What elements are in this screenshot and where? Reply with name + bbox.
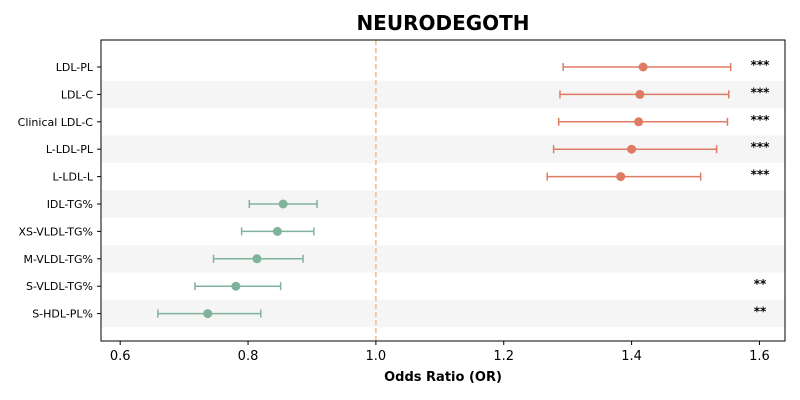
forest-row: *** bbox=[552, 140, 771, 154]
significance-label: *** bbox=[751, 168, 771, 182]
significance-label: *** bbox=[751, 140, 771, 154]
or-point bbox=[203, 309, 213, 319]
or-point bbox=[627, 144, 637, 154]
x-axis-title: Odds Ratio (OR) bbox=[384, 370, 502, 385]
or-point bbox=[252, 254, 262, 264]
y-axis: LDL-PL LDL-C Clinical LDL-C L-LDL-PL L-LDL-L… bbox=[18, 61, 101, 321]
row-label: IDL-TG% bbox=[47, 198, 93, 211]
forest-row: *** bbox=[557, 113, 771, 127]
row-label: LDL-PL bbox=[56, 61, 94, 74]
x-tick-label: 1.2 bbox=[493, 349, 514, 364]
forest-row bbox=[240, 226, 315, 236]
x-tick-label: 1.4 bbox=[621, 349, 642, 364]
row-label: M-VLDL-TG% bbox=[23, 253, 93, 266]
row-label: S-VLDL-TG% bbox=[26, 280, 93, 293]
x-tick-label: 0.8 bbox=[238, 349, 259, 364]
or-point bbox=[231, 281, 241, 291]
significance-label: *** bbox=[751, 58, 771, 72]
row-band bbox=[101, 245, 785, 273]
x-axis: 0.6 0.8 1.0 1.2 1.4 1.6 bbox=[110, 341, 770, 364]
row-label: L-LDL-PL bbox=[46, 143, 94, 156]
forest-row bbox=[248, 199, 318, 209]
or-point bbox=[272, 226, 282, 236]
row-label: L-LDL-L bbox=[52, 171, 93, 184]
chart-title: NEURODEGOTH bbox=[356, 11, 529, 35]
significance-label: *** bbox=[751, 85, 771, 99]
forest-row: *** bbox=[559, 85, 771, 99]
x-tick-label: 1.0 bbox=[366, 349, 387, 364]
significance-label: *** bbox=[751, 113, 771, 127]
forest-row bbox=[212, 254, 304, 264]
forest-row: *** bbox=[562, 58, 771, 72]
row-label: Clinical LDL-C bbox=[18, 116, 94, 129]
x-tick-label: 0.6 bbox=[110, 349, 131, 364]
or-point bbox=[634, 117, 644, 127]
or-point bbox=[638, 62, 648, 72]
or-point bbox=[635, 89, 645, 99]
forest-row: ** bbox=[157, 305, 767, 319]
row-label: S-HDL-PL% bbox=[32, 308, 93, 321]
or-point bbox=[616, 172, 626, 182]
forest-row: *** bbox=[546, 168, 771, 182]
significance-label: ** bbox=[754, 305, 767, 319]
data-rows: ******************* bbox=[157, 58, 771, 319]
plot-frame bbox=[100, 39, 786, 342]
row-label: LDL-C bbox=[61, 88, 94, 101]
or-point bbox=[278, 199, 288, 209]
x-tick-label: 1.6 bbox=[749, 349, 770, 364]
row-bands bbox=[101, 80, 785, 328]
row-label: XS-VLDL-TG% bbox=[18, 225, 93, 238]
forest-row: ** bbox=[194, 277, 767, 291]
significance-label: ** bbox=[754, 277, 767, 291]
row-band bbox=[101, 190, 785, 218]
